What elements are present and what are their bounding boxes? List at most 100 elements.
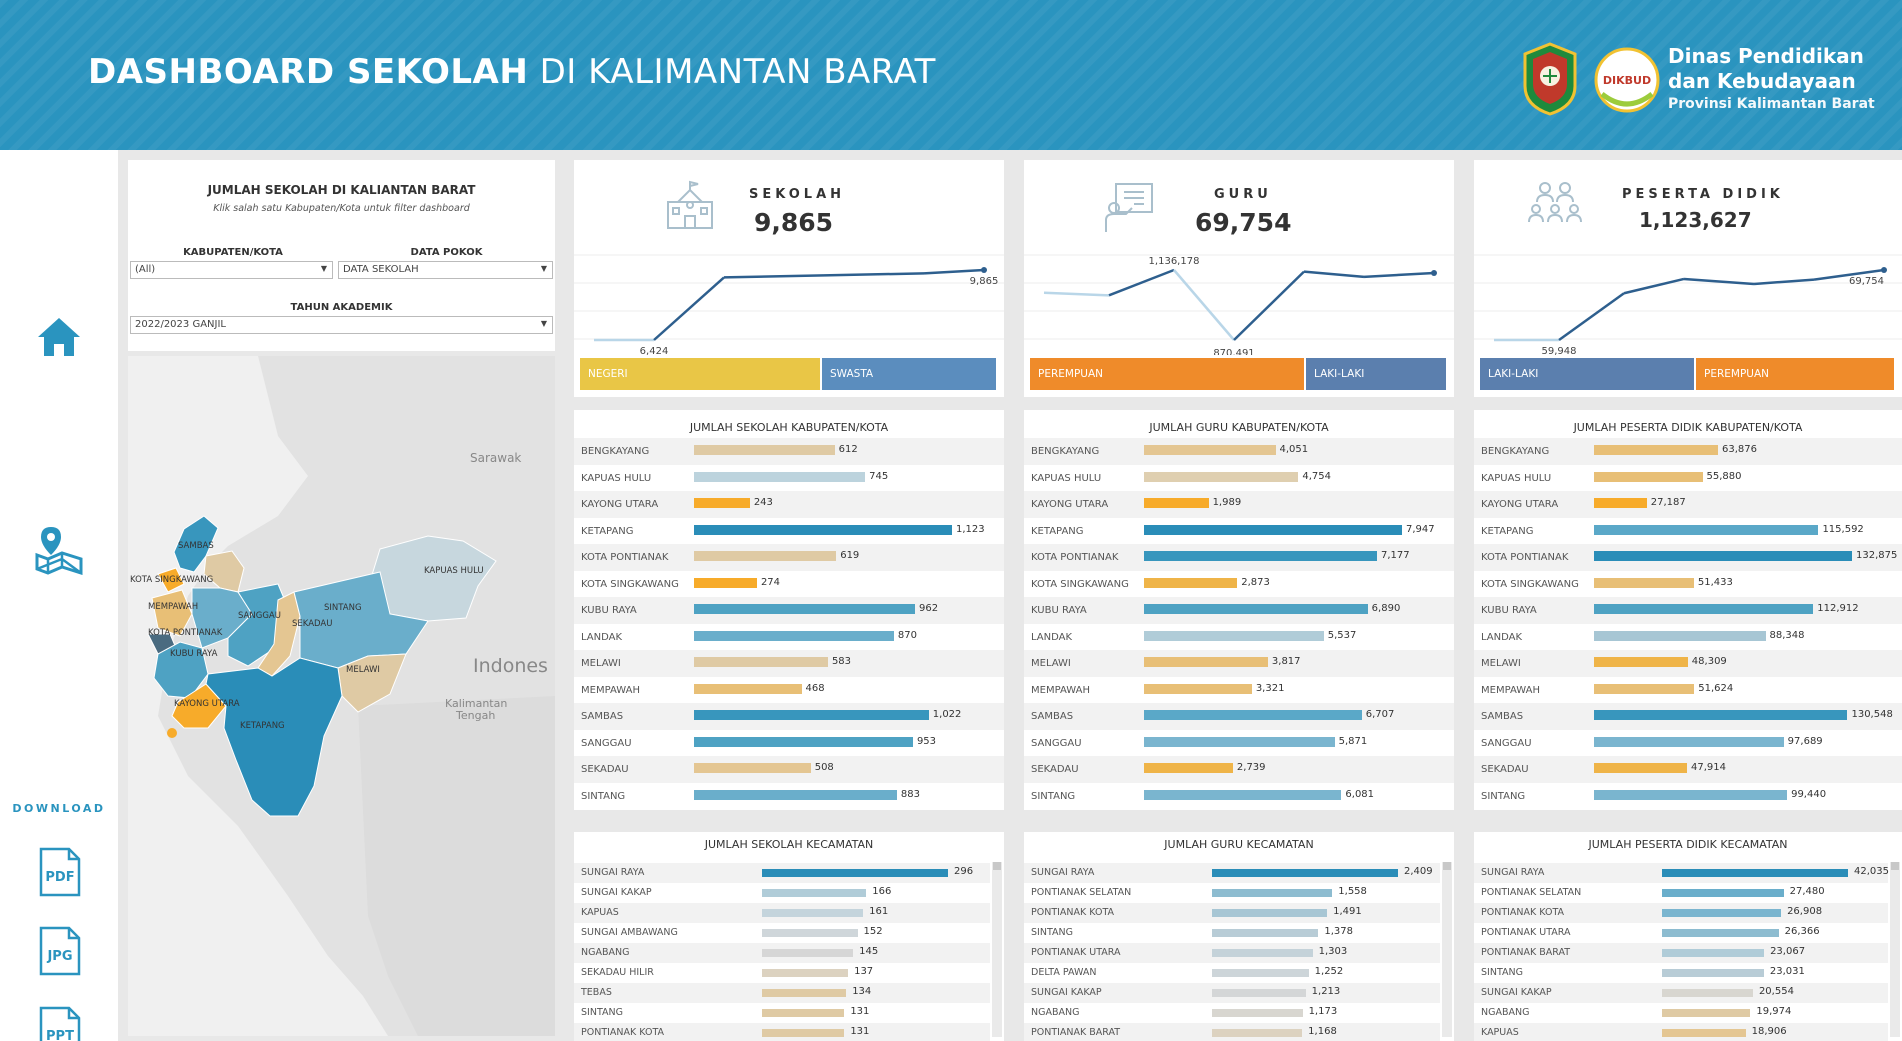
bar-row[interactable]: KAYONG UTARA 27,187 (1474, 491, 1902, 518)
bar-row[interactable]: KAPUAS HULU 745 (574, 465, 1004, 492)
list-row[interactable]: PONTIANAK SELATAN 1,558 (1024, 883, 1440, 903)
kpi-guru-panel[interactable]: GURU 69,754 1,136,178 870,491 PEREMPUAN L… (1024, 160, 1454, 397)
region-ketapang[interactable] (205, 657, 343, 817)
map-location-icon[interactable] (34, 525, 84, 575)
bar-row[interactable]: SINTANG 883 (574, 783, 1004, 810)
list-row[interactable]: PONTIANAK BARAT 23,067 (1474, 943, 1888, 963)
bar-row[interactable]: KAPUAS HULU 55,880 (1474, 465, 1902, 492)
bar-row[interactable]: KAYONG UTARA 1,989 (1024, 491, 1454, 518)
list-row[interactable]: DELTA PAWAN 1,252 (1024, 963, 1440, 983)
list-row[interactable]: PONTIANAK KOTA 131 (574, 1023, 990, 1041)
bar-row[interactable]: BENGKAYANG 63,876 (1474, 438, 1902, 465)
bar-row[interactable]: KOTA SINGKAWANG 51,433 (1474, 571, 1902, 598)
bar-row[interactable]: KETAPANG 7,947 (1024, 518, 1454, 545)
list-row[interactable]: KAPUAS 18,906 (1474, 1023, 1888, 1041)
bar-row[interactable]: SEKADAU 47,914 (1474, 756, 1902, 783)
list-row[interactable]: PONTIANAK KOTA 26,908 (1474, 903, 1888, 923)
list-row[interactable]: SINTANG 131 (574, 1003, 990, 1023)
list-row[interactable]: SINTANG 23,031 (1474, 963, 1888, 983)
list-row[interactable]: SINTANG 1,378 (1024, 923, 1440, 943)
jpg-download-icon[interactable]: JPG (38, 926, 82, 976)
list-row[interactable]: PONTIANAK UTARA 1,303 (1024, 943, 1440, 963)
list-row[interactable]: TEBAS 134 (574, 983, 990, 1003)
bar-row[interactable]: BENGKAYANG 612 (574, 438, 1004, 465)
scrollbar[interactable] (1890, 862, 1900, 1037)
scrollbar[interactable] (1442, 862, 1452, 1037)
bar-row[interactable]: KOTA PONTIANAK 7,177 (1024, 544, 1454, 571)
bar-row[interactable]: LANDAK 88,348 (1474, 624, 1902, 651)
list-row[interactable]: SUNGAI KAKAP 166 (574, 883, 990, 903)
scrollbar-thumb[interactable] (1891, 862, 1899, 870)
bar-row[interactable]: KOTA PONTIANAK 619 (574, 544, 1004, 571)
bar-row[interactable]: SANGGAU 953 (574, 730, 1004, 757)
bar-row[interactable]: KUBU RAYA 112,912 (1474, 597, 1902, 624)
region-mempawah[interactable] (151, 589, 193, 637)
list-row[interactable]: NGABANG 1,173 (1024, 1003, 1440, 1023)
bar-row[interactable]: LANDAK 870 (574, 624, 1004, 651)
region-sambas[interactable] (173, 515, 219, 573)
kabupaten-select[interactable]: (All) ▼ (130, 261, 333, 279)
scrollbar-thumb[interactable] (993, 862, 1001, 870)
bar-row[interactable]: MEMPAWAH 3,321 (1024, 677, 1454, 704)
bar-row[interactable]: SEKADAU 2,739 (1024, 756, 1454, 783)
bar-row[interactable]: KETAPANG 115,592 (1474, 518, 1902, 545)
bar-row[interactable]: KOTA PONTIANAK 132,875 (1474, 544, 1902, 571)
segment-laki-laki[interactable]: LAKI-LAKI (1306, 358, 1446, 390)
region-kubu-raya[interactable] (153, 641, 209, 699)
kalbar-map[interactable]: Sarawak Indones Kalimantan Tengah SAMBAS… (128, 356, 555, 1036)
bar-row[interactable]: SAMBAS 6,707 (1024, 703, 1454, 730)
list-row[interactable]: SEKADAU HILIR 137 (574, 963, 990, 983)
list-row[interactable]: PONTIANAK SELATAN 27,480 (1474, 883, 1888, 903)
kpi-peserta-trend[interactable]: 59,948 69,754 (1474, 245, 1902, 355)
list-row[interactable]: PONTIANAK UTARA 26,366 (1474, 923, 1888, 943)
kpi-guru-trend[interactable]: 1,136,178 870,491 (1024, 245, 1454, 355)
segment-perempuan[interactable]: PEREMPUAN (1696, 358, 1894, 390)
bar-row[interactable]: MELAWI 583 (574, 650, 1004, 677)
kpi-sekolah-panel[interactable]: SEKOLAH 9,865 6,424 9,865 NEGERI SWASTA (574, 160, 1004, 397)
bar-row[interactable]: KUBU RAYA 962 (574, 597, 1004, 624)
bar-row[interactable]: MELAWI 48,309 (1474, 650, 1902, 677)
scrollbar-thumb[interactable] (1443, 862, 1451, 870)
bar-row[interactable]: BENGKAYANG 4,051 (1024, 438, 1454, 465)
bar-row[interactable]: MELAWI 3,817 (1024, 650, 1454, 677)
segment-swasta[interactable]: SWASTA (822, 358, 996, 390)
list-row[interactable]: SUNGAI KAKAP 1,213 (1024, 983, 1440, 1003)
bar-row[interactable]: MEMPAWAH 51,624 (1474, 677, 1902, 704)
list-row[interactable]: SUNGAI RAYA 2,409 (1024, 863, 1440, 883)
list-row[interactable]: SUNGAI KAKAP 20,554 (1474, 983, 1888, 1003)
list-row[interactable]: KAPUAS 161 (574, 903, 990, 923)
segment-perempuan[interactable]: PEREMPUAN (1030, 358, 1304, 390)
bar-row[interactable]: KOTA SINGKAWANG 274 (574, 571, 1004, 598)
bar-row[interactable]: LANDAK 5,537 (1024, 624, 1454, 651)
region-kota-singkawang[interactable] (157, 567, 185, 593)
bar-row[interactable]: KAPUAS HULU 4,754 (1024, 465, 1454, 492)
bar-row[interactable]: KUBU RAYA 6,890 (1024, 597, 1454, 624)
bar-row[interactable]: SANGGAU 5,871 (1024, 730, 1454, 757)
list-row[interactable]: SUNGAI AMBAWANG 152 (574, 923, 990, 943)
pdf-download-icon[interactable]: PDF (38, 847, 82, 897)
bar-row[interactable]: SAMBAS 1,022 (574, 703, 1004, 730)
bar-row[interactable]: SINTANG 99,440 (1474, 783, 1902, 810)
list-row[interactable]: PONTIANAK KOTA 1,491 (1024, 903, 1440, 923)
bar-row[interactable]: KAYONG UTARA 243 (574, 491, 1004, 518)
ppt-download-icon[interactable]: PPT (38, 1006, 82, 1041)
kpi-sekolah-trend[interactable]: 6,424 9,865 (574, 245, 1004, 355)
segment-negeri[interactable]: NEGERI (580, 358, 820, 390)
bar-row[interactable]: SINTANG 6,081 (1024, 783, 1454, 810)
bar-row[interactable]: SEKADAU 508 (574, 756, 1004, 783)
list-row[interactable]: SUNGAI RAYA 296 (574, 863, 990, 883)
tahun-select[interactable]: 2022/2023 GANJIL ▼ (130, 316, 553, 334)
bar-row[interactable]: MEMPAWAH 468 (574, 677, 1004, 704)
scrollbar[interactable] (992, 862, 1002, 1037)
list-row[interactable]: SUNGAI RAYA 42,035 (1474, 863, 1889, 883)
segment-laki-laki[interactable]: LAKI-LAKI (1480, 358, 1694, 390)
bar-row[interactable]: KETAPANG 1,123 (574, 518, 1004, 545)
bar-row[interactable]: SANGGAU 97,689 (1474, 730, 1902, 757)
list-row[interactable]: PONTIANAK BARAT 1,168 (1024, 1023, 1440, 1041)
kpi-peserta-panel[interactable]: PESERTA DIDIK 1,123,627 59,948 69,754 LAK… (1474, 160, 1902, 397)
list-row[interactable]: NGABANG 145 (574, 943, 990, 963)
data-pokok-select[interactable]: DATA SEKOLAH ▼ (338, 261, 553, 279)
list-row[interactable]: NGABANG 19,974 (1474, 1003, 1888, 1023)
bar-row[interactable]: SAMBAS 130,548 (1474, 703, 1902, 730)
bar-row[interactable]: KOTA SINGKAWANG 2,873 (1024, 571, 1454, 598)
